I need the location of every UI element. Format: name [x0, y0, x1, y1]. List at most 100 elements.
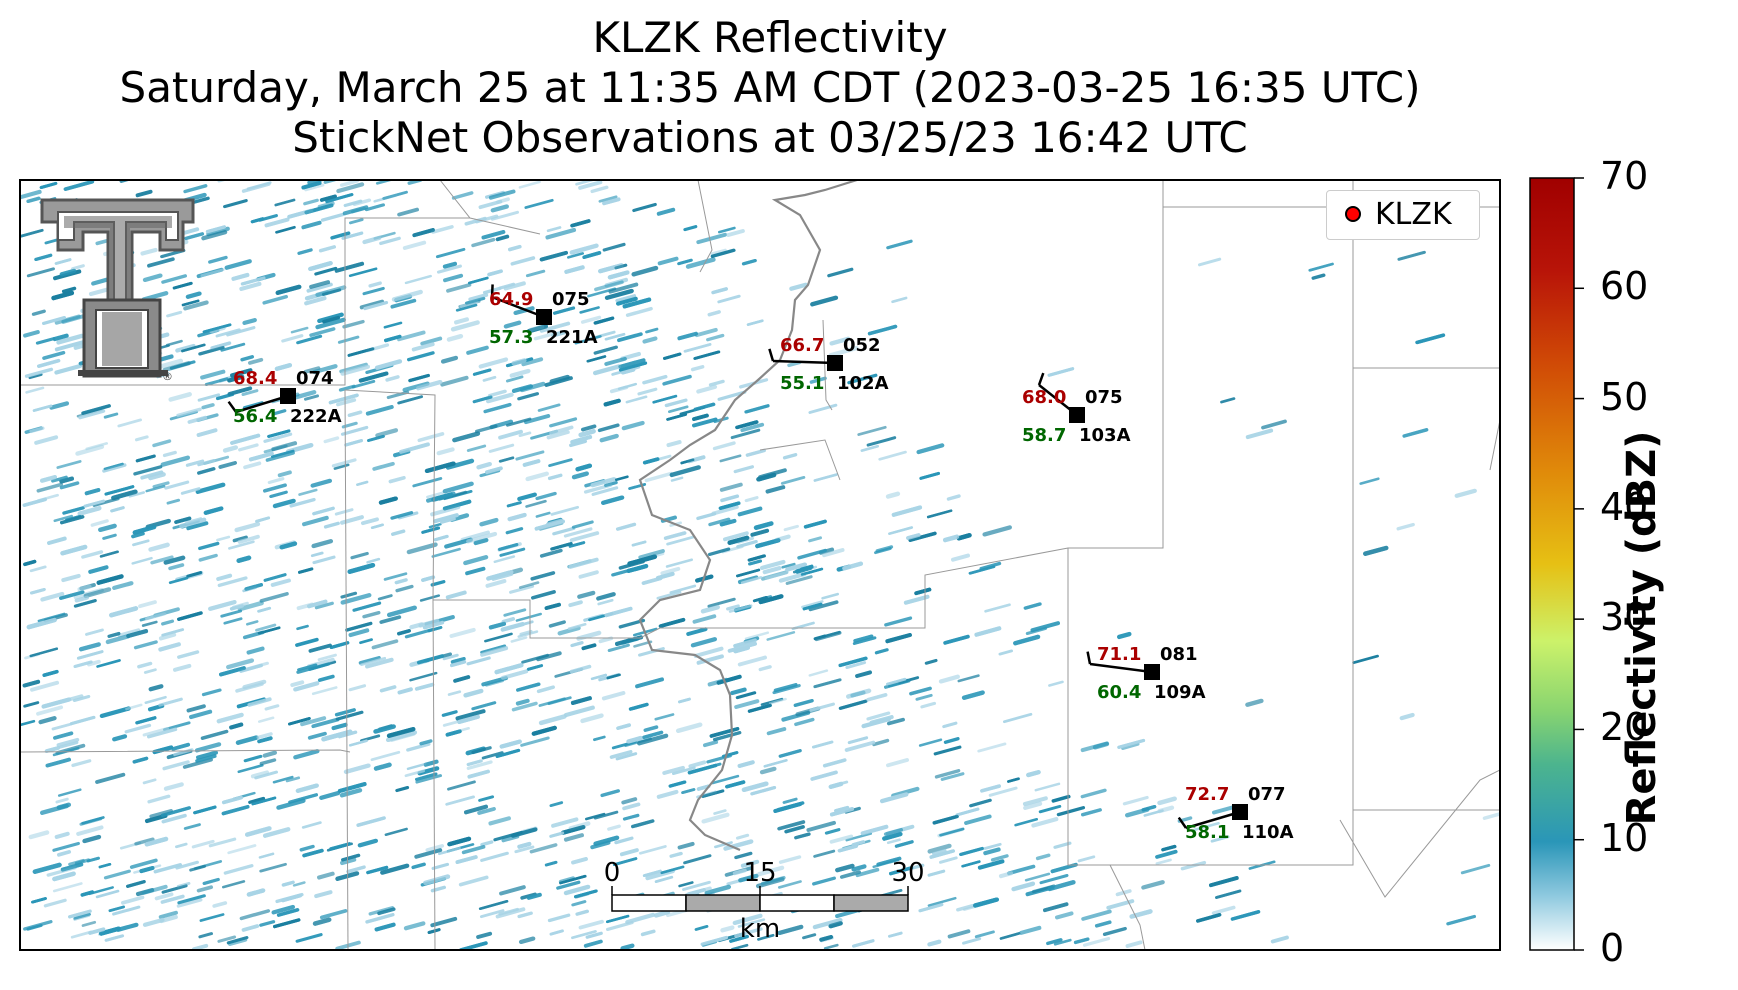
echo-streak [125, 703, 143, 711]
echo-streak [549, 374, 570, 384]
echo-streak [593, 810, 619, 820]
echo-streak [860, 444, 880, 452]
echo-streak [57, 788, 82, 797]
echo-streak [713, 809, 727, 815]
echo-streak [977, 859, 1005, 870]
station-id: 103A [1079, 425, 1131, 446]
echo-streak [431, 547, 461, 558]
echo-streak [886, 717, 905, 726]
echo-streak [866, 436, 897, 447]
echo-streak [115, 922, 139, 932]
echo-streak [39, 475, 58, 483]
echo-streak [642, 457, 660, 465]
echo-streak [180, 487, 201, 495]
echo-streak [147, 794, 171, 804]
echo-streak [640, 929, 656, 937]
echo-streak [1121, 742, 1140, 750]
echo-streak [644, 471, 673, 483]
echo-streak [359, 638, 373, 645]
echo-streak [571, 471, 589, 480]
echo-streak [552, 526, 576, 536]
echo-streak [813, 678, 842, 689]
echo-streak [208, 255, 228, 264]
echo-streak [609, 749, 633, 759]
echo-streak [98, 926, 121, 936]
echo-streak [302, 515, 329, 527]
echo-streak [150, 555, 174, 565]
echo-streak [132, 539, 150, 547]
echo-streak [666, 413, 688, 421]
echo-streak [486, 392, 514, 404]
echo-streak [141, 620, 158, 627]
station-dewpoint: 58.7 [1022, 425, 1066, 446]
echo-streak [104, 485, 135, 496]
echo-streak [162, 361, 191, 373]
echo-streak [707, 597, 736, 608]
echo-streak [275, 225, 296, 234]
echo-streak [889, 866, 914, 876]
echo-streak [717, 294, 741, 304]
echo-streak [675, 722, 703, 734]
echo-streak [929, 849, 955, 859]
echo-streak [575, 463, 592, 472]
echo-streak [1397, 250, 1426, 261]
echo-streak [1311, 273, 1326, 280]
echo-streak [149, 809, 173, 819]
echo-streak [325, 193, 354, 204]
echo-streak [665, 558, 694, 568]
echo-streak [251, 796, 277, 806]
echo-streak [312, 917, 332, 926]
echo-streak [297, 248, 313, 255]
echo-streak [654, 713, 675, 721]
echo-streak [304, 183, 325, 192]
echo-streak [505, 527, 524, 535]
echo-streak [734, 927, 763, 938]
echo-streak [478, 357, 509, 369]
echo-streak [518, 581, 540, 589]
echo-streak [707, 310, 721, 317]
echo-streak [535, 491, 557, 501]
station-dewpoint: 55.1 [780, 373, 824, 394]
echo-streak [525, 499, 547, 508]
echo-streak [75, 444, 105, 456]
echo-streak [390, 529, 406, 537]
echo-streak [538, 697, 566, 707]
echo-streak [277, 470, 292, 478]
echo-streak [494, 663, 524, 675]
echo-streak [934, 769, 961, 779]
echo-streak [86, 856, 100, 863]
echo-streak [362, 235, 382, 245]
echo-streak [571, 930, 597, 940]
echo-streak [719, 482, 743, 492]
echo-streak [331, 722, 348, 731]
echo-streak [412, 228, 435, 238]
echo-streak [1023, 801, 1043, 811]
echo-streak [855, 670, 872, 678]
echo-streak [455, 303, 478, 312]
echo-streak [455, 709, 486, 721]
echo-streak [404, 769, 426, 778]
echo-streak [723, 839, 754, 851]
echo-streak [459, 941, 488, 950]
echo-streak [175, 842, 188, 849]
echo-streak [465, 566, 486, 576]
echo-streak [683, 225, 698, 232]
echo-streak [758, 665, 772, 672]
echo-streak [362, 286, 385, 296]
echo-streak [1215, 889, 1242, 899]
echo-streak [1399, 712, 1415, 721]
echo-streak [447, 690, 462, 696]
echo-streak [783, 524, 799, 532]
echo-streak [333, 463, 350, 470]
echo-streak [344, 439, 363, 447]
echo-streak [621, 420, 645, 431]
echo-streak [267, 477, 285, 485]
echo-streak [643, 725, 659, 733]
echo-streak [568, 600, 583, 608]
echo-streak [669, 584, 697, 594]
echo-streak [515, 450, 545, 461]
station-id: 110A [1242, 822, 1294, 843]
echo-streak [625, 395, 648, 404]
echo-streak [685, 886, 712, 897]
echo-streak [139, 866, 155, 874]
